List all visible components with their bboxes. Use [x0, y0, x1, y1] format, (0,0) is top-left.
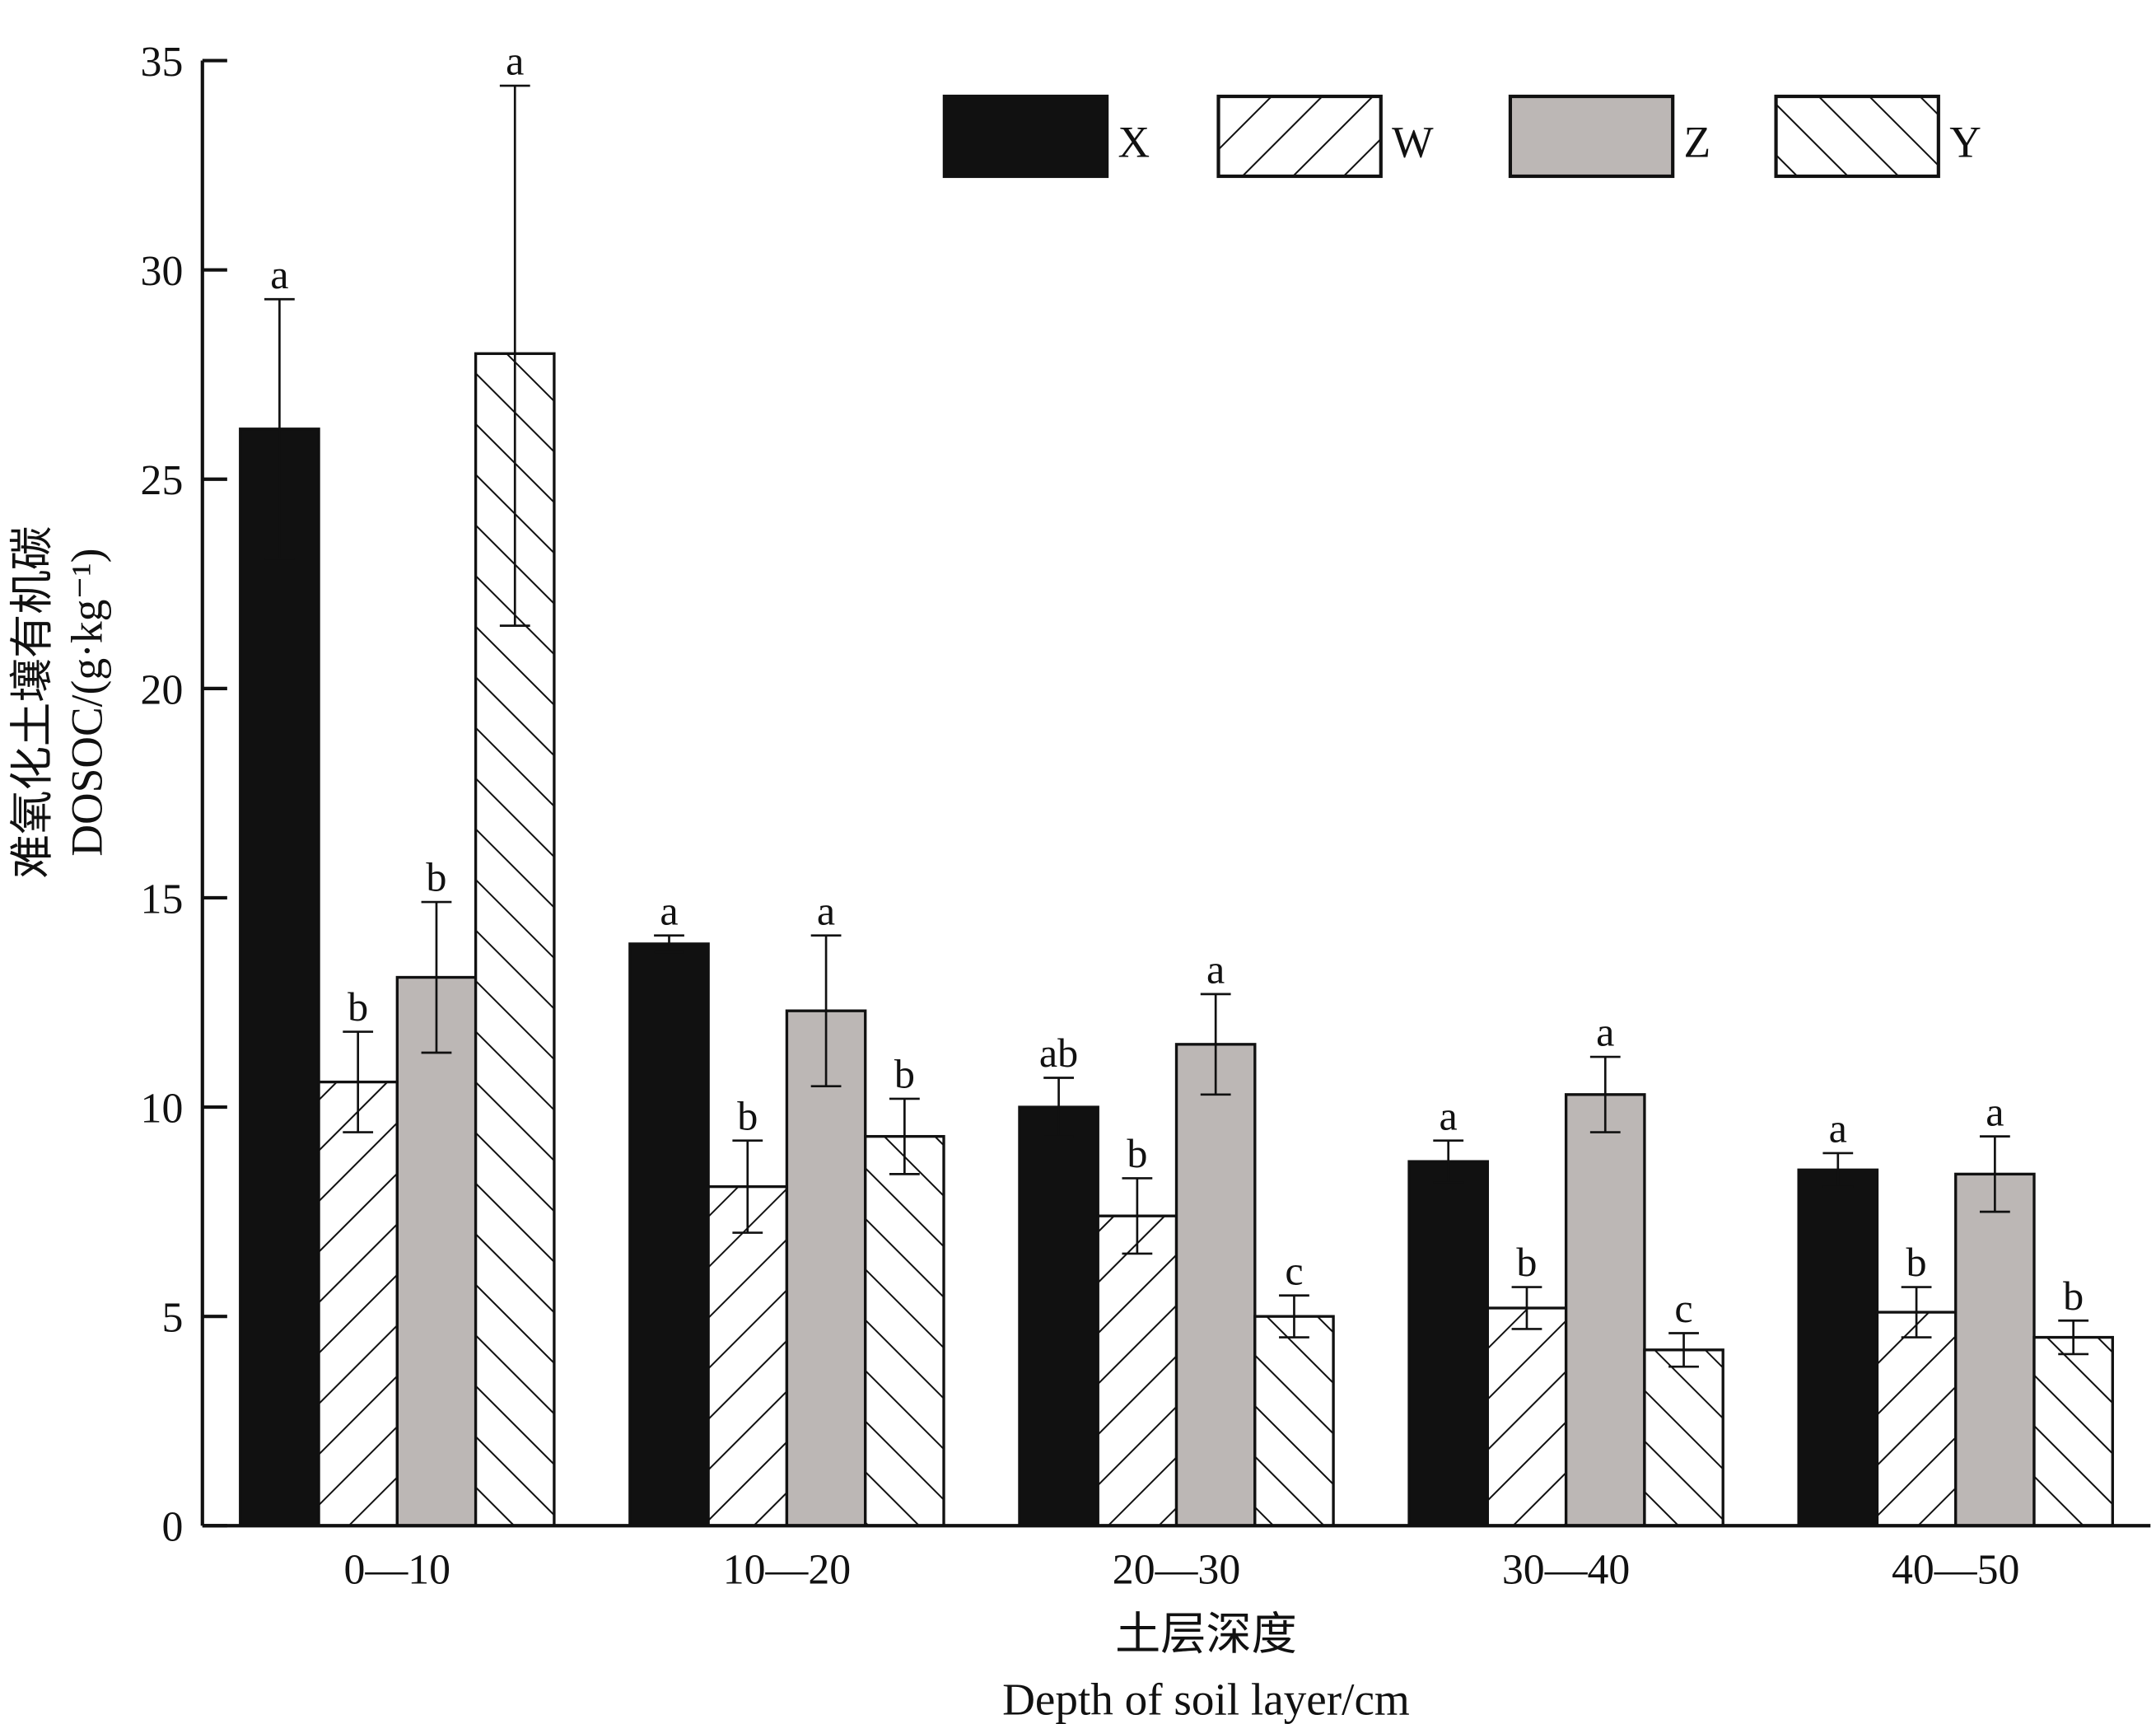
significance-letter: ab	[1039, 1030, 1078, 1076]
x-tick-label: 20—30	[1113, 1546, 1240, 1593]
legend-label-X: X	[1118, 118, 1150, 167]
bar-X-1	[239, 427, 320, 1527]
significance-letter: b	[1906, 1239, 1927, 1285]
y-tick-label: 0	[161, 1504, 183, 1551]
y-tick-label: 5	[161, 1295, 183, 1342]
y-tick-label: 25	[141, 457, 184, 504]
y-tick-label: 10	[141, 1085, 184, 1132]
significance-letter: b	[2063, 1273, 2084, 1319]
significance-letter: b	[894, 1051, 915, 1097]
bar-X-2	[628, 942, 710, 1527]
legend-swatch-Z	[1508, 94, 1675, 179]
bar-X-3	[1018, 1105, 1099, 1527]
significance-letter: c	[1674, 1285, 1692, 1331]
x-tick-label: 40—50	[1892, 1546, 2019, 1593]
y-axis: 0 5 10 15 20 25 30 35	[141, 39, 227, 1551]
bar-Y-4	[1643, 1348, 1724, 1527]
bar-Z-5	[1954, 1172, 2036, 1527]
significance-letter: b	[1516, 1239, 1537, 1285]
x-tick-label: 30—40	[1502, 1546, 1630, 1593]
bar-Y-2	[864, 1134, 945, 1527]
bar-Z-4	[1564, 1093, 1646, 1527]
bar-W-1	[317, 1080, 399, 1527]
bar-X-5	[1797, 1168, 1879, 1527]
bar-X-4	[1407, 1160, 1490, 1527]
bar-Z-2	[785, 1009, 867, 1527]
bar-Z-1	[395, 975, 478, 1527]
x-axis: 0—10 10—20 20—30 30—40 40—50	[202, 1524, 2151, 1593]
significance-letter: a	[1986, 1088, 2004, 1134]
significance-letter: a	[1206, 946, 1225, 992]
y-axis-label-cn: 难氧化土壤有机碳	[7, 526, 57, 879]
significance-letter: b	[348, 983, 368, 1030]
y-axis-label: DOSOC/(g·kg⁻¹)	[63, 549, 112, 857]
y-tick-label: 20	[141, 666, 184, 713]
bar-W-2	[707, 1184, 789, 1527]
significance-letter: b	[1127, 1130, 1147, 1176]
x-axis-label: Depth of soil layer/cm	[1002, 1674, 1410, 1724]
significance-letter: a	[660, 887, 678, 933]
x-axis-label-cn: 土层深度	[1115, 1610, 1297, 1660]
bar-Z-3	[1174, 1043, 1257, 1527]
y-tick-label: 30	[141, 248, 184, 295]
legend-swatch-X	[942, 94, 1109, 179]
legend-swatch-Y	[1774, 94, 1940, 179]
y-tick-label: 15	[141, 876, 184, 923]
legend-label-Y: Y	[1949, 118, 1981, 167]
significance-letter: a	[817, 887, 835, 933]
bar-Y-5	[2032, 1335, 2114, 1527]
significance-letter: a	[1596, 1009, 1614, 1055]
x-tick-label: 0—10	[344, 1546, 451, 1593]
bar-W-4	[1486, 1306, 1568, 1527]
x-tick-label: 10—20	[723, 1546, 851, 1593]
significance-letter: b	[737, 1092, 758, 1138]
significance-letter: a	[270, 251, 288, 297]
bar-Y-3	[1253, 1315, 1335, 1527]
bar-W-5	[1875, 1311, 1958, 1527]
legend-label-Z: Z	[1684, 118, 1711, 167]
bar-W-3	[1096, 1214, 1178, 1527]
legend-label-W: W	[1392, 118, 1434, 167]
y-tick-label: 35	[141, 39, 184, 86]
significance-letter: a	[1440, 1092, 1458, 1138]
significance-letter: a	[1829, 1105, 1847, 1152]
significance-letter: c	[1285, 1247, 1303, 1293]
significance-letter: b	[426, 854, 446, 900]
legend-swatch-W	[1216, 94, 1383, 179]
significance-letter: a	[506, 38, 524, 84]
